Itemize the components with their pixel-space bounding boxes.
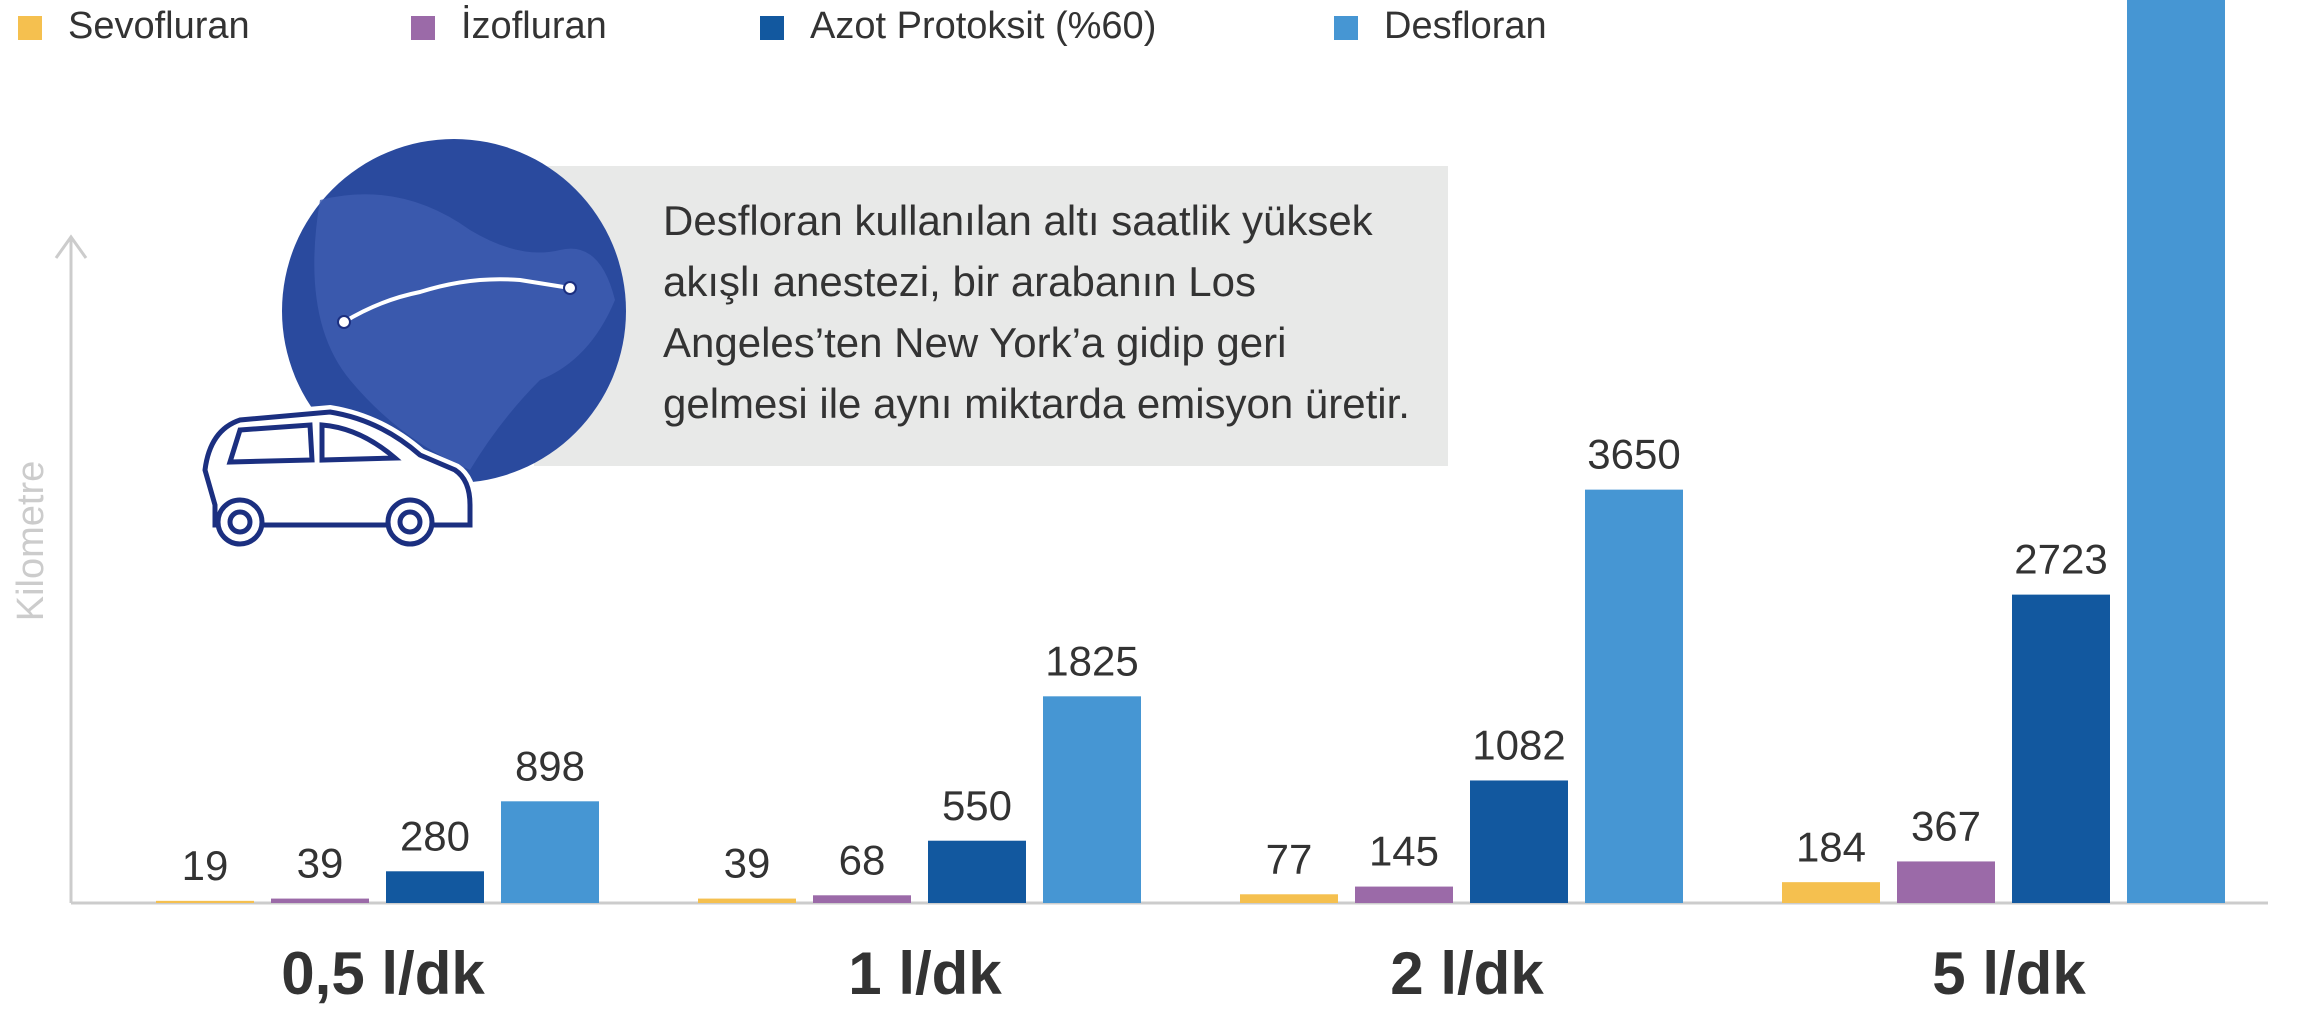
x-tick-label: 0,5 l/dk — [281, 940, 485, 1007]
bar — [1240, 894, 1338, 903]
y-axis-label: Kilometre — [10, 461, 52, 622]
value-label: 1825 — [1045, 637, 1138, 684]
callout-box — [534, 166, 1448, 466]
value-label: 550 — [942, 782, 1012, 829]
value-label: 898 — [515, 742, 585, 789]
bar — [2127, 0, 2225, 903]
bar — [2012, 594, 2110, 903]
value-label: 2723 — [2014, 536, 2107, 583]
bar — [813, 895, 911, 903]
bar — [271, 898, 369, 903]
legend-swatch — [760, 16, 784, 40]
value-label: 68 — [839, 836, 886, 883]
x-tick-label: 1 l/dk — [848, 940, 1002, 1007]
callout-text: Desfloran kullanılan altı saatlik yüksek — [663, 197, 1374, 244]
value-label: 184 — [1796, 823, 1866, 870]
bar — [156, 900, 254, 903]
car-icon — [197, 404, 477, 547]
bar — [1585, 489, 1683, 903]
bar — [501, 801, 599, 903]
bar — [698, 898, 796, 903]
x-tick-label: 2 l/dk — [1390, 940, 1544, 1007]
value-label: 39 — [297, 840, 344, 887]
bar — [386, 871, 484, 903]
bar — [1782, 882, 1880, 903]
value-label: 145 — [1369, 828, 1439, 875]
bar — [1043, 696, 1141, 903]
bar — [1355, 886, 1453, 903]
value-label: 39 — [724, 840, 771, 887]
legend-swatch — [411, 16, 435, 40]
value-label: 367 — [1911, 803, 1981, 850]
value-label: 3650 — [1587, 431, 1680, 478]
callout-text: Angeles’ten New York’a gidip geri — [663, 319, 1286, 366]
legend-label: Azot Protoksit (%60) — [810, 5, 1156, 47]
globe — [282, 139, 626, 483]
x-tick-label: 5 l/dk — [1932, 940, 2086, 1007]
legend-label: İzofluran — [461, 4, 607, 47]
bar — [1897, 861, 1995, 903]
legend-swatch — [18, 16, 42, 40]
legend-swatch — [1334, 16, 1358, 40]
bar — [928, 840, 1026, 903]
value-label: 280 — [400, 812, 470, 859]
callout-text: akışlı anestezi, bir arabanın Los — [663, 258, 1256, 305]
legend-label: Sevofluran — [68, 5, 250, 47]
legend-label: Desfloran — [1384, 5, 1547, 47]
bar — [1470, 780, 1568, 903]
value-label: 19 — [182, 842, 229, 889]
callout-text: gelmesi ile aynı miktarda emisyon üretir… — [663, 380, 1410, 427]
value-label: 77 — [1266, 835, 1313, 882]
value-label: 1082 — [1472, 722, 1565, 769]
y-axis-arrow — [54, 234, 88, 259]
